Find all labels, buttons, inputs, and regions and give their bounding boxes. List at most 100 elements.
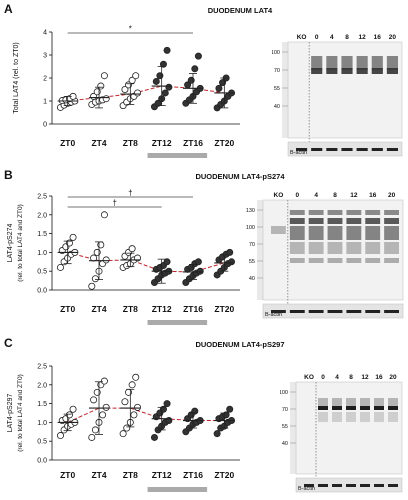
protein-band — [365, 258, 381, 263]
actin-band — [386, 148, 398, 151]
lane-label: 12 — [361, 374, 369, 381]
protein-band — [346, 210, 362, 215]
data-point — [134, 89, 142, 97]
marker-label: 55 — [274, 86, 280, 92]
x-tick-label: ZT8 — [123, 304, 138, 314]
y-tick-label: 1.5 — [37, 231, 47, 238]
protein-band — [360, 398, 370, 406]
panel-c-blot: KO 0 4 8 12 16 20 100 70 55 40 B-actin — [280, 370, 404, 494]
marker-label: 40 — [282, 441, 288, 447]
actin-band — [341, 148, 353, 151]
lane-label: 12 — [359, 34, 367, 41]
protein-band — [388, 406, 398, 410]
data-point — [69, 405, 77, 413]
panel-b-plot: 0.0 0.5 1.0 1.5 2.0 2.5 LAT4-pS274 (rel. to tot… — [7, 189, 240, 325]
lane-label: 20 — [389, 34, 397, 41]
actin-band — [326, 148, 338, 151]
data-point — [121, 86, 129, 94]
actin-band — [360, 484, 370, 487]
actin-band — [356, 148, 368, 151]
significance-label: * — [129, 25, 132, 34]
x-tick-label: ZT16 — [183, 304, 203, 314]
actin-band — [374, 484, 384, 487]
data-point — [128, 381, 136, 389]
lane-label: 4 — [330, 34, 334, 41]
actin-band — [365, 310, 381, 313]
marker-label: 70 — [249, 242, 255, 248]
actin-band — [311, 148, 323, 151]
data-point — [100, 211, 108, 219]
protein-band — [308, 226, 324, 240]
data-point — [100, 72, 108, 80]
y-tick-label: 3 — [43, 53, 47, 60]
y-tick-label: 0.0 — [37, 458, 47, 465]
lane-label: 16 — [375, 374, 383, 381]
protein-band — [326, 68, 338, 74]
panel-a-blot: KO 0 4 8 12 16 20 100 70 55 40 B-actin — [272, 30, 404, 158]
protein-band — [327, 218, 343, 224]
y-tick-label: 2.0 — [37, 212, 47, 219]
lane-label: 8 — [349, 374, 353, 381]
data-point — [191, 65, 199, 73]
loading-control-label: B-actin — [265, 312, 282, 318]
actin-band — [332, 484, 342, 487]
protein-band — [289, 210, 305, 215]
lane-label: 0 — [295, 192, 299, 199]
marker-label: 130 — [246, 208, 255, 214]
significance-label: † — [112, 199, 116, 208]
data-point — [215, 84, 223, 92]
x-tick-label: ZT4 — [91, 138, 106, 148]
marker-label: 70 — [274, 68, 280, 74]
lane-label: 4 — [335, 374, 339, 381]
actin-band — [318, 484, 328, 487]
lane-label: 8 — [345, 34, 349, 41]
western-blot: KO 0 4 8 12 16 20 130 100 70 55 40 B-actin — [246, 192, 404, 319]
protein-band — [308, 258, 324, 263]
protein-band — [327, 226, 343, 240]
data-point — [194, 52, 202, 60]
x-tick-label: ZT0 — [60, 470, 75, 480]
protein-band — [318, 412, 328, 422]
data-point — [163, 46, 171, 54]
marker-label: 100 — [272, 50, 280, 56]
data-point — [119, 430, 127, 438]
panel-b-title: DUODENUM LAT4-pS274 — [195, 172, 285, 181]
x-tick-label: ZT0 — [60, 304, 75, 314]
data-point — [123, 424, 131, 432]
lane-label: 0 — [321, 374, 325, 381]
protein-band — [289, 258, 305, 263]
marker-label: 40 — [274, 104, 280, 110]
protein-band — [332, 412, 342, 422]
protein-band — [308, 242, 324, 254]
actin-band — [346, 484, 356, 487]
protein-band — [365, 226, 381, 240]
y-tick-label: 0.0 — [37, 288, 47, 295]
x-tick-label: ZT8 — [123, 470, 138, 480]
data-point — [100, 377, 108, 385]
significance-label: † — [128, 189, 132, 198]
y-tick-label: 1.0 — [37, 250, 47, 257]
protein-band — [365, 242, 381, 254]
lane-label: 0 — [315, 34, 319, 41]
protein-band — [365, 218, 381, 224]
lane-label: 16 — [369, 192, 377, 199]
marker-label: 55 — [282, 424, 288, 430]
x-tick-label: ZT12 — [152, 470, 172, 480]
protein-band — [386, 56, 398, 70]
data-point — [163, 400, 171, 408]
protein-band — [384, 242, 399, 254]
protein-band — [346, 412, 356, 422]
data-point — [226, 248, 234, 256]
protein-band — [374, 412, 384, 422]
x-tick-label: ZT12 — [152, 138, 172, 148]
protein-band — [289, 226, 305, 240]
data-point — [152, 77, 160, 85]
lane-label: 8 — [333, 192, 337, 199]
panel-letter-b: B — [4, 168, 13, 182]
marker-lane — [290, 382, 296, 474]
data-point — [194, 258, 202, 266]
protein-band — [388, 398, 398, 406]
y-tick-label: 1 — [43, 99, 47, 106]
protein-band — [308, 218, 324, 224]
lane-label: 16 — [374, 34, 382, 41]
